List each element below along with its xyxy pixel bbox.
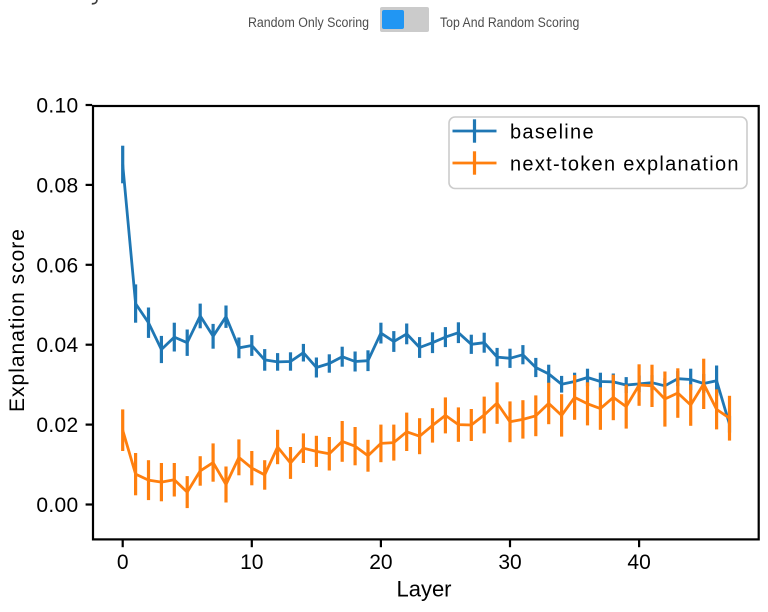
svg-text:next-token explanation: next-token explanation — [510, 153, 740, 175]
svg-text:0.00: 0.00 — [36, 494, 78, 517]
svg-text:Layer: Layer — [396, 577, 451, 602]
svg-text:0: 0 — [117, 551, 129, 574]
svg-text:Explanation score: Explanation score — [6, 228, 29, 412]
svg-text:0.08: 0.08 — [36, 174, 78, 197]
svg-text:baseline: baseline — [510, 121, 595, 143]
svg-text:10: 10 — [240, 551, 263, 574]
svg-text:40: 40 — [627, 551, 650, 574]
svg-text:0.04: 0.04 — [36, 334, 78, 357]
svg-text:20: 20 — [369, 551, 392, 574]
svg-text:0.02: 0.02 — [36, 414, 78, 437]
svg-text:0.10: 0.10 — [36, 95, 78, 118]
svg-text:30: 30 — [498, 551, 521, 574]
svg-text:0.06: 0.06 — [36, 254, 78, 277]
